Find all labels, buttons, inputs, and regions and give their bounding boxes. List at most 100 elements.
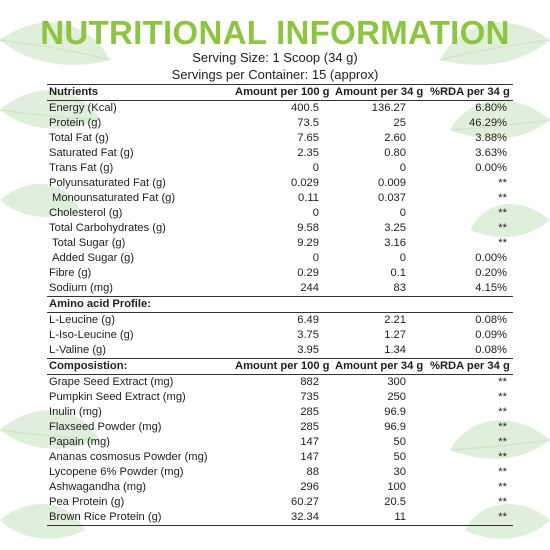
table-row: Protein (g) 73.5 25 46.29% [47, 116, 513, 131]
row-per-100g: 0 [312, 252, 319, 264]
row-name: Total Fat (g) [49, 132, 109, 144]
row-rda: 0.00% [475, 252, 507, 264]
row-per-34g: 25 [393, 117, 406, 129]
nutrition-table: Nutrients Amount per 100 g Amount per 34… [47, 84, 513, 526]
row-per-100g: 882 [300, 376, 319, 388]
row-name: Total Sugar (g) [52, 237, 126, 249]
row-per-34g: 2.60 [384, 132, 406, 144]
row-per-34g: 0.1 [390, 267, 406, 279]
row-name: L-Iso-Leucine (g) [49, 329, 134, 341]
table-row: Total Sugar (g) 9.29 3.16 ** [47, 236, 513, 251]
row-rda: 0.09% [475, 329, 507, 341]
row-per-100g: 0 [312, 162, 319, 174]
leaf-icon [0, 90, 100, 129]
row-per-100g: 73.5 [297, 117, 319, 129]
row-per-34g: 250 [387, 391, 406, 403]
row-per-34g: 20.5 [384, 496, 406, 508]
row-rda: 46.29% [469, 117, 507, 129]
table-row: Ashwagandha (mg) 296 100 ** [47, 480, 513, 495]
table-row: Polyunsaturated Fat (g) 0.029 0.009 ** [47, 176, 513, 191]
leaf-icon [450, 420, 550, 459]
row-name: Flaxseed Powder (mg) [49, 421, 162, 433]
composition-header-row: Composistion: Amount per 100 g Amount pe… [47, 358, 513, 375]
leaf-icon [465, 503, 550, 539]
composition-header-per-100g: Amount per 100 g [235, 360, 330, 372]
row-name: Monounsaturated Fat (g) [52, 192, 176, 204]
row-name: Grape Seed Extract (mg) [49, 376, 174, 388]
row-per-34g: 1.34 [384, 344, 406, 356]
row-rda: 6.80% [475, 102, 507, 114]
row-per-34g: 0.009 [378, 177, 406, 189]
table-row: Total Fat (g) 7.65 2.60 3.88% [47, 131, 513, 146]
amino-rows: L-Leucine (g) 6.49 2.21 0.08% L-Iso-Leucine … [47, 313, 513, 359]
leaf-icon [450, 100, 550, 139]
table-row: Grape Seed Extract (mg) 882 300 ** [47, 375, 513, 391]
row-per-100g: 244 [300, 282, 319, 294]
row-per-100g: 60.27 [291, 496, 319, 508]
row-per-100g: 0.11 [298, 192, 319, 204]
table-row: L-Leucine (g) 6.49 2.21 0.08% [47, 313, 513, 329]
row-per-34g: 83 [393, 282, 406, 294]
table-row: Inulin (mg) 285 96.9 ** [47, 405, 513, 420]
table-row: Saturated Fat (g) 2.35 0.80 3.63% [47, 146, 513, 161]
row-name: Cholesterol (g) [49, 207, 123, 219]
row-rda: ** [498, 237, 507, 249]
row-per-34g: 96.9 [384, 421, 406, 433]
row-name: Protein (g) [49, 117, 102, 129]
table-row: L-Iso-Leucine (g) 3.75 1.27 0.09% [47, 328, 513, 343]
row-per-100g: 88 [306, 466, 319, 478]
row-per-100g: 0.29 [297, 267, 319, 279]
row-rda: 0.00% [475, 162, 507, 174]
row-name: Total Carbohydrates (g) [49, 222, 166, 234]
row-per-34g: 96.9 [384, 406, 406, 418]
row-name: Lycopene 6% Powder (mg) [49, 466, 184, 478]
row-rda: ** [498, 511, 507, 523]
row-rda: ** [498, 192, 507, 204]
row-rda: 0.08% [475, 344, 507, 356]
row-per-34g: 30 [393, 466, 406, 478]
row-per-100g: 0.029 [291, 177, 319, 189]
table-row: Fibre (g) 0.29 0.1 0.20% [47, 266, 513, 281]
row-name: Brown Rice Protein (g) [49, 511, 162, 523]
nutrients-section: Energy (Kcal) 400.5 136.27 6.80% Protein (g)… [47, 101, 513, 297]
row-rda: ** [498, 421, 507, 433]
row-per-100g: 285 [300, 421, 319, 433]
row-rda: ** [498, 436, 507, 448]
header-rda: %RDA per 34 g [430, 86, 510, 98]
row-rda: 3.63% [475, 147, 507, 159]
row-name: Added Sugar (g) [52, 252, 135, 264]
leaf-icon [0, 503, 85, 539]
row-per-34g: 3.16 [384, 237, 406, 249]
row-rda: ** [498, 391, 507, 403]
row-rda: ** [498, 222, 507, 234]
row-rda: 4.15% [475, 282, 507, 294]
row-rda: ** [498, 177, 507, 189]
row-per-100g: 9.29 [297, 237, 319, 249]
table-row: Brown Rice Protein (g) 32.34 11 ** [47, 510, 513, 526]
table-row: Cholesterol (g) 0 0 ** [47, 206, 513, 221]
row-per-100g: 147 [300, 436, 319, 448]
table-row: Flaxseed Powder (mg) 285 96.9 ** [47, 420, 513, 435]
row-rda: 0.08% [475, 314, 507, 326]
table-row: Added Sugar (g) 0 0 0.00% [47, 251, 513, 266]
row-per-34g: 0.037 [378, 192, 406, 204]
amino-header-row: Amino acid Profile: [47, 296, 513, 313]
row-name: Ananas cosmosus Powder (mg) [49, 451, 208, 463]
row-rda: ** [498, 451, 507, 463]
header-per-100g: Amount per 100 g [235, 86, 330, 98]
row-rda: 0.20% [475, 267, 507, 279]
row-per-100g: 2.35 [297, 147, 319, 159]
servings-per-container: Servings per Container: 15 (approx) [171, 67, 379, 82]
table-row: Trans Fat (g) 0 0 0.00% [47, 161, 513, 176]
row-per-100g: 0 [312, 207, 319, 219]
row-name: Polyunsaturated Fat (g) [49, 177, 166, 189]
row-rda: ** [498, 466, 507, 478]
table-row: Monounsaturated Fat (g) 0.11 0.037 ** [47, 191, 513, 206]
leaf-icon [0, 183, 80, 217]
row-rda: ** [498, 496, 507, 508]
amino-header: Amino acid Profile: [49, 298, 151, 310]
amino-section: Amino acid Profile: [47, 296, 513, 313]
row-per-100g: 147 [300, 451, 319, 463]
